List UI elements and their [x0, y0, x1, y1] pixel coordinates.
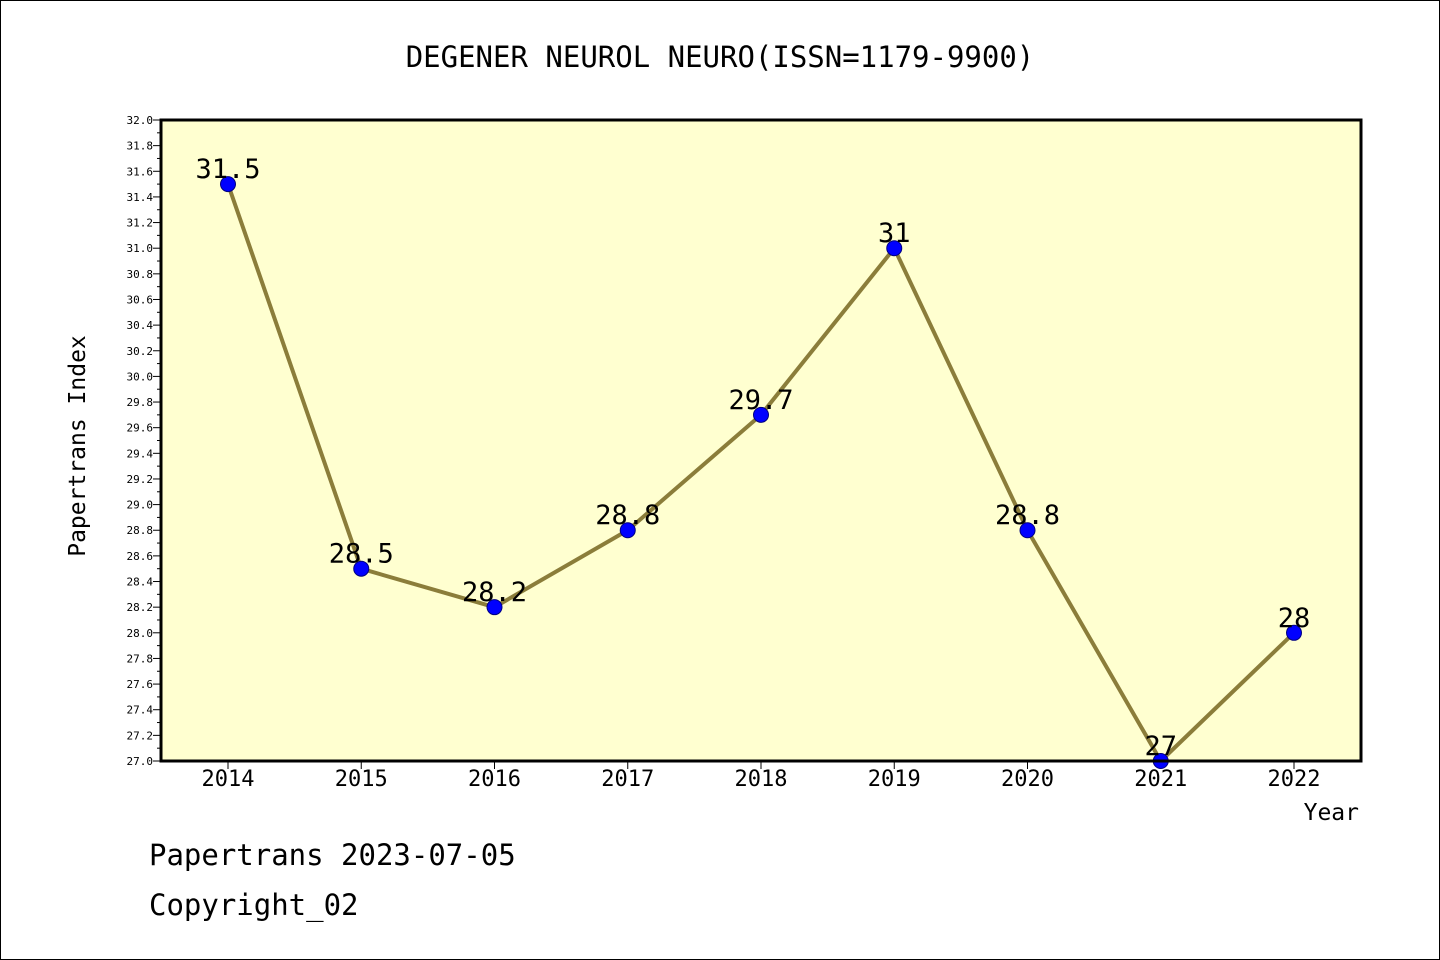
y-tick-label: 27.4 [127, 704, 154, 717]
data-point [1286, 624, 1302, 641]
plot-area: 27.0 27.2 27.4 27.6 27.8 28.0 28.2 28.4 28.6 28.8… [127, 114, 1363, 792]
y-tick-label: 28.0 [127, 627, 154, 640]
x-tick-label: 2014 [202, 767, 255, 792]
footer-date: Papertrans 2023-07-05 [149, 838, 516, 872]
x-tick-label: 2018 [735, 767, 788, 792]
data-point [486, 599, 503, 616]
data-label: 28.2 [462, 577, 527, 608]
y-tick-label: 30.2 [127, 345, 154, 358]
x-tick-label: 2022 [1268, 767, 1321, 792]
data-label: 31 [878, 218, 911, 249]
y-axis-label: Papertrans Index [65, 335, 91, 557]
y-tick-label: 29.0 [127, 499, 154, 512]
data-label: 28.8 [595, 500, 660, 531]
y-tick-label: 32.0 [127, 114, 154, 127]
data-point [619, 522, 636, 539]
data-point [1019, 522, 1036, 539]
y-tick-label: 28.8 [127, 524, 154, 537]
y-tick-label: 27.2 [127, 729, 154, 742]
data-label: 28 [1278, 603, 1311, 634]
y-tick-label: 31.8 [127, 140, 154, 153]
y-tick-label: 31.6 [127, 165, 154, 178]
y-tick-label: 30.6 [127, 293, 154, 306]
y-tick-label: 27.6 [127, 678, 154, 691]
data-point [753, 406, 769, 423]
data-label: 31.5 [195, 154, 260, 185]
y-tick-label: 29.2 [127, 473, 154, 486]
x-tick-label: 2017 [601, 767, 654, 792]
x-tick-label: 2021 [1134, 767, 1187, 792]
chart-title: DEGENER NEUROL NEURO(ISSN=1179-9900) [406, 40, 1035, 74]
y-tick-label: 29.8 [127, 396, 154, 409]
data-point [886, 240, 903, 257]
y-tick-label: 31.2 [127, 217, 154, 230]
data-label: 28.5 [329, 539, 394, 570]
y-tick-label: 28.2 [127, 601, 154, 614]
plot-background [161, 120, 1361, 761]
y-tick-label: 31.0 [127, 242, 154, 255]
y-tick-label: 27.0 [127, 755, 154, 768]
y-tick-label: 31.4 [127, 191, 154, 204]
x-tick-label: 2015 [335, 767, 388, 792]
y-tick-label: 30.4 [127, 319, 154, 332]
data-label: 29.7 [728, 385, 793, 416]
data-label: 28.8 [995, 500, 1060, 531]
data-point [353, 560, 370, 577]
x-axis-label: Year [1304, 800, 1359, 826]
plot-frame [159, 118, 1363, 763]
x-tick-label: 2020 [1001, 767, 1054, 792]
y-tick-label: 28.6 [127, 550, 154, 563]
y-tick-label: 30.8 [127, 268, 154, 281]
y-tick-label: 29.4 [127, 447, 154, 460]
y-tick-label: 27.8 [127, 652, 154, 665]
y-tick-label: 29.6 [127, 422, 154, 435]
data-label: 27 [1144, 731, 1177, 762]
footer-copyright: Copyright_02 [149, 888, 359, 923]
y-tick-label: 30.0 [127, 370, 154, 383]
y-tick-label: 28.4 [127, 576, 154, 589]
x-tick-label: 2016 [468, 767, 521, 792]
data-point [220, 176, 236, 193]
x-tick-label: 2019 [868, 767, 921, 792]
